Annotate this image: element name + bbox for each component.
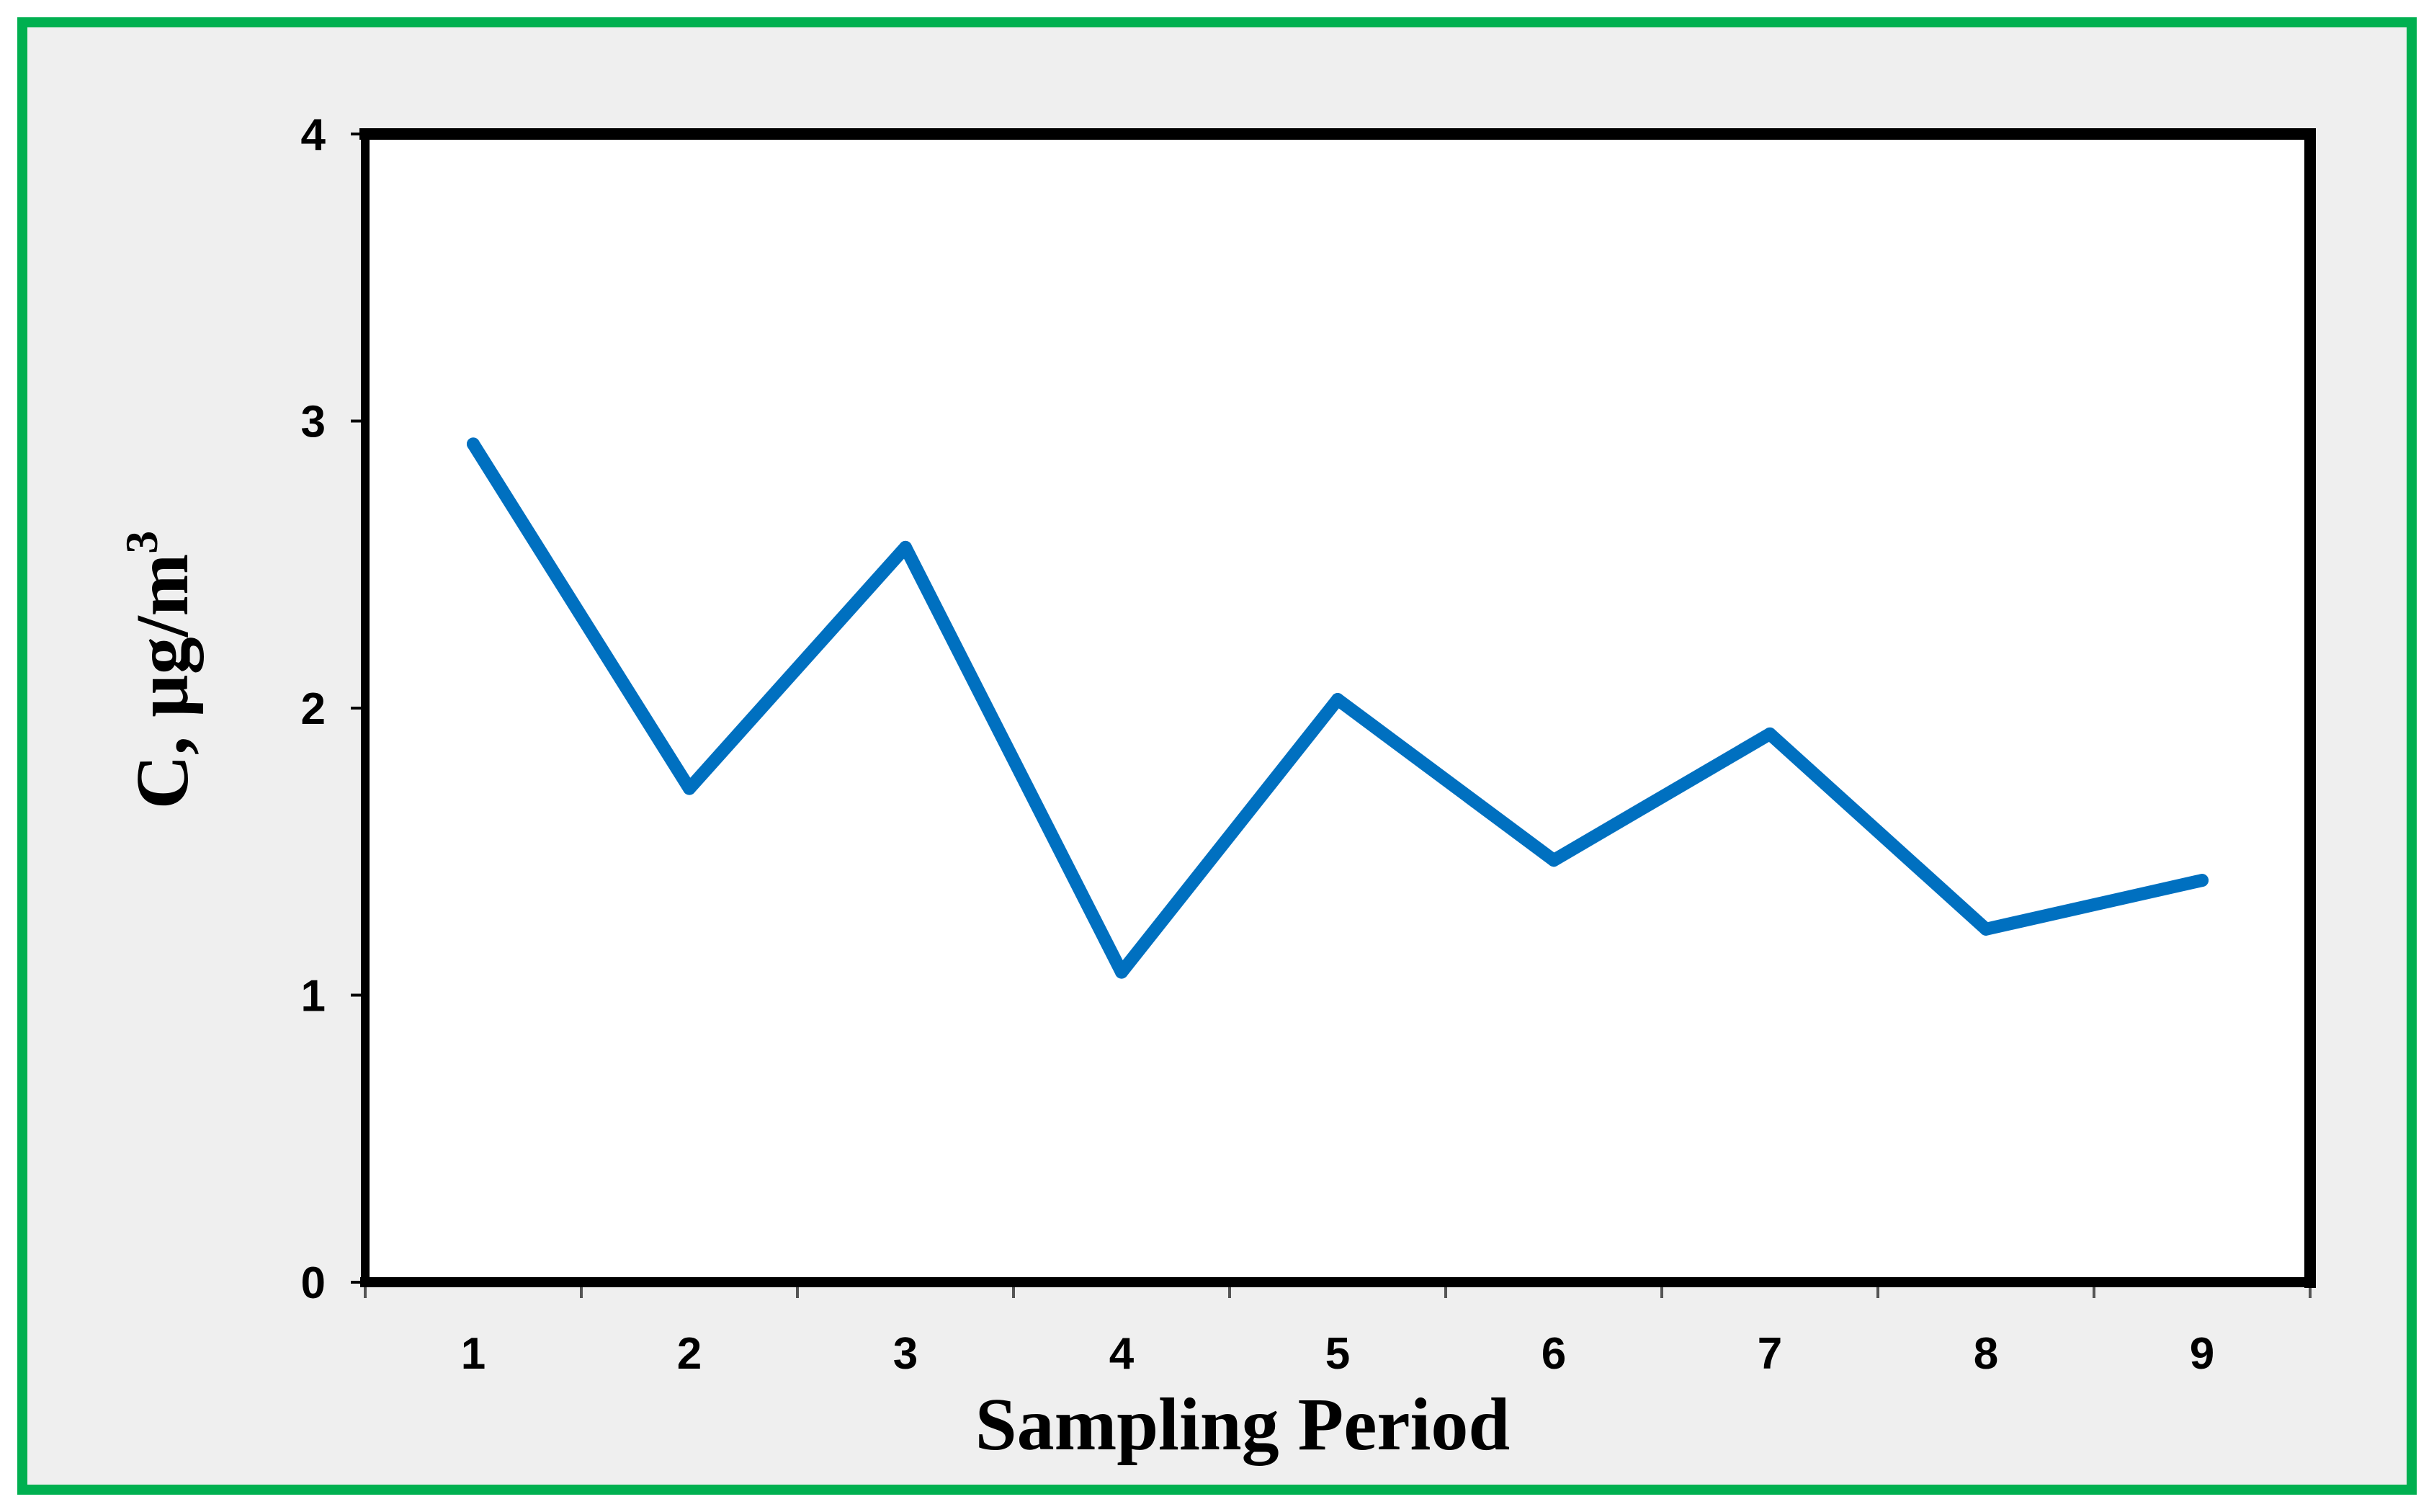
data-point bbox=[1547, 854, 1560, 867]
data-point bbox=[899, 540, 912, 554]
y-tick-label: 0 bbox=[301, 1258, 326, 1308]
y-axis-title-superscript: 3 bbox=[116, 531, 167, 554]
x-tick-label: 7 bbox=[1758, 1329, 1782, 1379]
x-tick-label: 4 bbox=[1109, 1329, 1135, 1379]
x-tick-label: 1 bbox=[461, 1329, 486, 1379]
series-layer bbox=[467, 437, 2209, 979]
y-axis-title-base: C, µg/m bbox=[121, 554, 204, 810]
data-point bbox=[467, 437, 480, 451]
data-point bbox=[1331, 693, 1344, 707]
data-point bbox=[1115, 965, 1128, 979]
x-tick-label: 5 bbox=[1325, 1329, 1350, 1379]
y-axis-tick-labels: 0 1 2 3 4 bbox=[301, 110, 326, 1308]
x-tick-label: 3 bbox=[893, 1329, 918, 1379]
x-tick-label: 2 bbox=[677, 1329, 702, 1379]
y-axis-title: C, µg/m3 bbox=[116, 531, 204, 810]
y-tick-label: 3 bbox=[301, 398, 326, 447]
y-tick-label: 1 bbox=[301, 972, 326, 1021]
data-point bbox=[1763, 727, 1776, 741]
data-point bbox=[683, 782, 696, 795]
data-point bbox=[2196, 874, 2209, 887]
x-tick-label: 9 bbox=[2190, 1329, 2214, 1379]
x-tick-label: 8 bbox=[1974, 1329, 1998, 1379]
x-axis-tick-labels: 1 2 3 4 5 6 7 8 9 bbox=[461, 1329, 2214, 1379]
data-point bbox=[1979, 922, 1992, 936]
y-tick-label: 4 bbox=[301, 110, 326, 160]
x-axis-title: Sampling Period bbox=[975, 1383, 1511, 1466]
y-tick-label: 2 bbox=[301, 684, 326, 734]
x-tick-label: 6 bbox=[1542, 1329, 1566, 1379]
plot-frame bbox=[359, 128, 2316, 1288]
